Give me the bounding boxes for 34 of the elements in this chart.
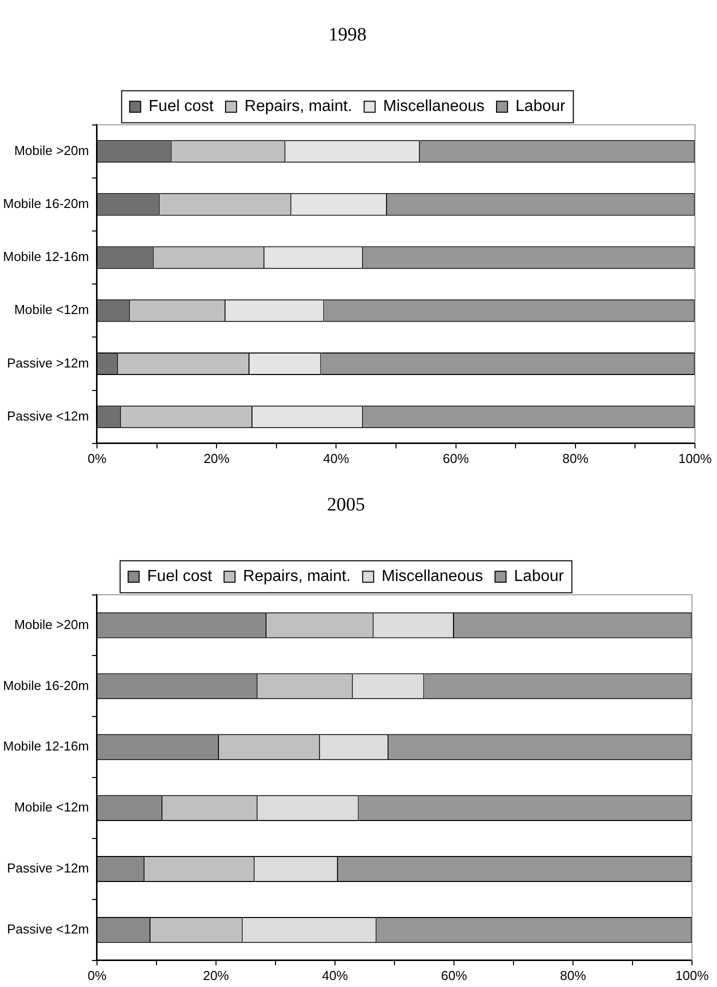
x-tick-label: 40%	[322, 968, 348, 983]
legend-label: Fuel cost	[148, 98, 214, 116]
x-tick-label: 20%	[202, 968, 230, 983]
y-tick-label: Mobile <12m	[14, 302, 89, 318]
legend-label: Fuel cost	[147, 568, 213, 586]
legend-label: Miscellaneous	[382, 568, 484, 586]
legend-label: Labour	[516, 98, 566, 116]
x-tick-label: 0%	[88, 968, 107, 983]
y-tick-label: Passive >12m	[6, 860, 89, 876]
x-tick-label: 60%	[442, 450, 470, 466]
legend-label: Repairs, maint.	[243, 568, 351, 586]
legend-label: Labour	[514, 568, 565, 586]
y-tick-label: Mobile 12-16m	[2, 249, 89, 264]
x-tick-label: 80%	[562, 450, 589, 466]
x-tick-label: 100%	[678, 450, 712, 466]
x-tick-label: 80%	[560, 968, 586, 983]
x-tick-label: 60%	[440, 968, 468, 983]
x-tick-label: 100%	[675, 968, 710, 983]
legend-label: Repairs, maint.	[244, 98, 352, 116]
y-tick-label: Mobile <12m	[14, 800, 89, 815]
x-tick-label: 0%	[88, 450, 107, 466]
y-tick-label: Passive >12m	[6, 355, 89, 370]
x-tick-label: 20%	[204, 450, 230, 466]
legend-label: Miscellaneous	[383, 98, 485, 116]
chart-title: 2005	[327, 494, 365, 516]
y-tick-label: Mobile >20m	[14, 142, 89, 158]
y-tick-label: Passive <12m	[6, 922, 89, 937]
y-tick-label: Mobile 16-20m	[2, 196, 89, 212]
y-tick-label: Mobile 16-20m	[2, 678, 89, 693]
y-tick-label: Passive <12m	[6, 408, 89, 424]
y-tick-label: Mobile 12-16m	[2, 738, 89, 754]
x-tick-label: 40%	[323, 450, 350, 466]
y-tick-label: Mobile >20m	[14, 616, 89, 632]
chart-title: 1998	[328, 24, 366, 46]
